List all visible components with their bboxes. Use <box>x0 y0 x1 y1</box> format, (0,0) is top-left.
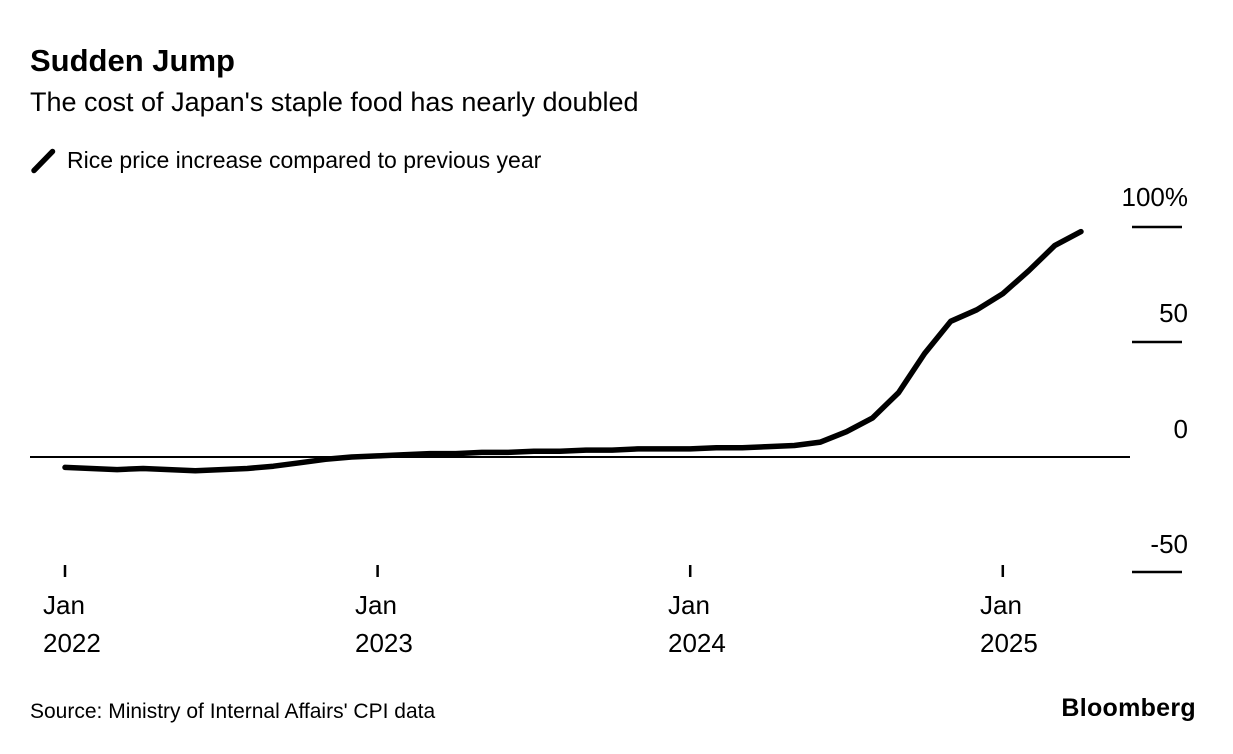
line-series-swatch-icon <box>31 148 56 173</box>
x-axis-label-jan-2022: Jan 2022 <box>43 592 101 656</box>
bloomberg-logo: Bloomberg <box>1061 694 1196 722</box>
x-axis-year: 2024 <box>668 628 726 658</box>
x-axis-year: 2023 <box>355 628 413 658</box>
y-axis-label-0: 0 <box>1173 414 1188 444</box>
x-axis-year: 2025 <box>980 628 1038 658</box>
rice-price-line-series <box>62 228 1084 474</box>
y-axis-label-50: 50 <box>1159 298 1188 328</box>
x-axis-month: Jan <box>43 590 85 620</box>
source-note: Source: Ministry of Internal Affairs' CP… <box>30 700 436 723</box>
x-axis-label-jan-2023: Jan 2023 <box>355 592 413 656</box>
chart-title: Sudden Jump <box>30 43 235 78</box>
x-axis-month: Jan <box>355 590 397 620</box>
legend: Rice price increase compared to previous… <box>30 147 541 174</box>
y-axis-label-neg50: -50 <box>1150 529 1188 559</box>
y-axis-label-100: 100% <box>1121 182 1189 212</box>
x-axis-month: Jan <box>668 590 710 620</box>
x-axis-label-jan-2025: Jan 2025 <box>980 592 1038 656</box>
x-axis-year: 2022 <box>43 628 101 658</box>
legend-label: Rice price increase compared to previous… <box>67 147 542 173</box>
x-axis-label-jan-2024: Jan 2024 <box>668 592 726 656</box>
chart-subtitle: The cost of Japan's staple food has near… <box>30 87 639 117</box>
x-axis-month: Jan <box>980 590 1022 620</box>
